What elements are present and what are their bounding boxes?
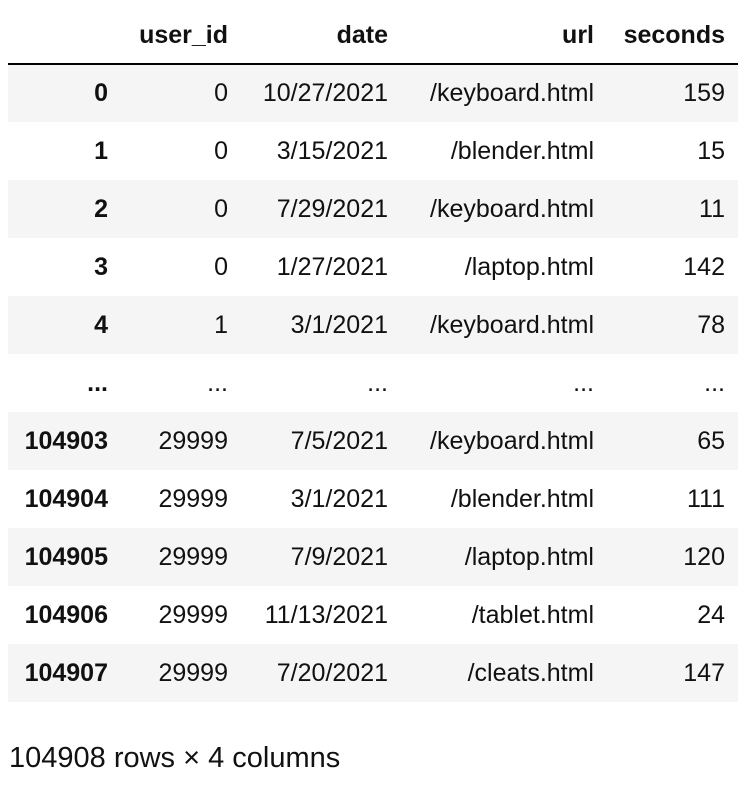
dataframe-shape-summary: 104908 rows × 4 columns (9, 742, 341, 774)
table-row: 104907 29999 7/20/2021/cleats.html 147 (8, 644, 738, 702)
user-id-cell: ... (207, 368, 228, 397)
seconds-cell: 11 (699, 194, 725, 223)
row-index: 104906 (24, 600, 108, 629)
seconds-cell: 147 (683, 658, 725, 687)
user-id-cell: 29999 (158, 542, 228, 571)
index-column-header (8, 8, 121, 65)
url-cell: /tablet.html (471, 600, 594, 629)
table-row: 1 0 3/15/2021/blender.html 15 (8, 122, 738, 180)
url-cell: /keyboard.html (430, 79, 594, 107)
date-cell: 11/13/2021 (264, 600, 388, 629)
seconds-cell: 78 (697, 310, 725, 339)
date-cell: 7/9/2021 (290, 542, 388, 571)
table-row: 104904 29999 3/1/2021/blender.html 111 (8, 470, 738, 528)
date-cell: 3/1/2021 (290, 310, 388, 339)
row-index: 3 (94, 252, 108, 281)
table-row: 104903 29999 7/5/2021/keyboard.html 65 (8, 412, 738, 470)
user-id-column-header: user_id (121, 8, 241, 65)
row-index: 2 (94, 194, 108, 223)
table-row: 104906 29999 11/13/2021/tablet.html 24 (8, 586, 738, 644)
url-cell: /keyboard.html (430, 426, 594, 455)
row-index: ... (87, 368, 108, 397)
url-cell: /blender.html (450, 136, 594, 165)
date-cell: 7/5/2021 (290, 426, 388, 455)
date-cell: 3/1/2021 (290, 484, 388, 513)
table-row: 3 0 1/27/2021/laptop.html 142 (8, 238, 738, 296)
table-row: 104905 29999 7/9/2021/laptop.html 120 (8, 528, 738, 586)
table-row: 0 0 10/27/2021/keyboard.html 159 (8, 64, 738, 122)
url-cell: /laptop.html (464, 252, 594, 281)
date-cell: 3/15/2021 (276, 136, 388, 165)
row-index: 104905 (24, 542, 108, 571)
seconds-column-header: seconds (607, 8, 738, 65)
table-row: 4 1 3/1/2021/keyboard.html 78 (8, 296, 738, 354)
row-index: 104907 (24, 658, 108, 687)
row-index: 104903 (24, 426, 108, 455)
seconds-cell: 142 (683, 252, 725, 281)
user-id-cell: 29999 (158, 484, 228, 513)
table-row: ............... (8, 354, 738, 412)
url-cell: /blender.html (450, 484, 594, 513)
header-row: user_id date url seconds (8, 8, 738, 65)
user-id-cell: 1 (214, 310, 228, 339)
row-index: 0 (94, 79, 108, 107)
user-id-cell: 29999 (158, 658, 228, 687)
date-cell: 1/27/2021 (276, 252, 388, 281)
seconds-cell: 120 (683, 542, 725, 571)
user-id-cell: 29999 (158, 426, 228, 455)
date-column-header: date (241, 8, 401, 65)
row-index: 4 (94, 310, 108, 339)
date-cell: 7/29/2021 (276, 194, 388, 223)
date-cell: 7/20/2021 (276, 658, 388, 687)
url-cell: /cleats.html (467, 658, 594, 687)
row-index: 1 (94, 136, 108, 165)
date-cell: ... (367, 368, 388, 397)
url-cell: /keyboard.html (430, 194, 594, 223)
seconds-cell: 111 (686, 484, 725, 513)
url-cell: ... (573, 368, 594, 397)
seconds-cell: 24 (697, 600, 725, 629)
user-id-cell: 0 (214, 136, 228, 165)
seconds-cell: ... (704, 368, 725, 397)
user-id-cell: 0 (214, 79, 228, 107)
row-index: 104904 (24, 484, 108, 513)
seconds-cell: 15 (697, 136, 725, 165)
dataframe-table: user_id date url seconds 0 0 10/27/2021/ke… (8, 8, 738, 702)
date-cell: 10/27/2021 (262, 79, 388, 107)
table-row: 2 0 7/29/2021/keyboard.html 11 (8, 180, 738, 238)
user-id-cell: 0 (214, 194, 228, 223)
table-body: 0 0 10/27/2021/keyboard.html 159 1 0 3/15/2021… (8, 64, 738, 702)
seconds-cell: 65 (697, 426, 725, 455)
url-cell: /laptop.html (464, 542, 594, 571)
seconds-cell: 159 (683, 79, 725, 107)
url-cell: /keyboard.html (430, 310, 594, 339)
url-column-header: url (401, 8, 607, 65)
user-id-cell: 0 (214, 252, 228, 281)
user-id-cell: 29999 (158, 600, 228, 629)
